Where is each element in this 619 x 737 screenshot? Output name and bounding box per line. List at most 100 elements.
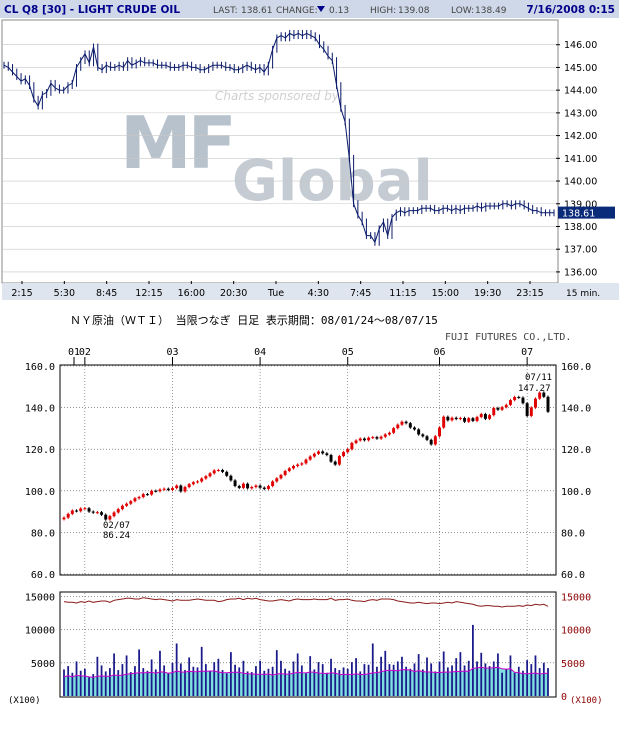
candle-body <box>500 407 504 410</box>
price-axis-right-label: 120.0 <box>561 445 591 456</box>
x-tick-label: Tue <box>267 288 284 299</box>
x-tick-label: 20:30 <box>220 288 247 299</box>
mfglobal-watermark-logo: Charts sponsored by: MF Global <box>120 89 433 214</box>
candle-body <box>504 404 508 408</box>
candle-body <box>471 418 475 421</box>
high-annotation-value: 147.27 <box>518 384 551 394</box>
candle-body <box>542 392 546 397</box>
price-axis-right-label: 80.0 <box>561 528 585 539</box>
candle-body <box>333 461 337 465</box>
candle-body <box>296 464 300 467</box>
candle-body <box>154 490 158 492</box>
candle-body <box>225 471 229 476</box>
candle-body <box>371 437 375 439</box>
candle-body <box>212 470 216 474</box>
last-label: LAST: <box>213 6 238 16</box>
candle-body <box>87 508 91 512</box>
candle-body <box>408 423 412 428</box>
candle-body <box>529 407 533 416</box>
low-value: 138.49 <box>475 6 507 16</box>
price-axis-left-label: 140.0 <box>25 404 55 415</box>
candle-body <box>95 512 99 514</box>
symbol-title: CL Q8 [30] - LIGHT CRUDE OIL <box>4 4 180 16</box>
candle-body <box>91 511 95 513</box>
candle-body <box>279 474 283 479</box>
candle-body <box>383 434 387 437</box>
candle-body <box>104 514 108 520</box>
candle-body <box>525 403 529 416</box>
x-tick-label: 23:15 <box>516 288 543 299</box>
volume-axis-right-label: 5000 <box>561 659 585 670</box>
candle-body <box>183 487 187 492</box>
candle-body <box>400 421 404 425</box>
candle-body <box>321 451 325 454</box>
candle-body <box>75 510 78 512</box>
intraday-chart-svg: CL Q8 [30] - LIGHT CRUDE OIL LAST: 138.6… <box>0 0 619 300</box>
candle-body <box>521 397 525 404</box>
candle-body <box>204 476 208 479</box>
candle-body <box>271 481 275 487</box>
candle-body <box>458 418 462 420</box>
y-tick-label: 138.00 <box>564 222 597 233</box>
candle-body <box>254 485 258 488</box>
y-tick-label: 140.00 <box>564 177 597 188</box>
candle-body <box>312 453 316 457</box>
price-axis-right-label: 160.0 <box>561 362 591 373</box>
candle-body <box>325 453 329 456</box>
price-axis-left-label: 120.0 <box>25 445 55 456</box>
volume-axis-right-label: 10000 <box>561 626 591 637</box>
candle-body <box>158 489 162 492</box>
candle-body <box>120 505 124 510</box>
candle-body <box>246 483 250 489</box>
candle-body <box>467 418 471 422</box>
y-tick-label: 144.00 <box>564 86 597 97</box>
candle-body <box>171 488 174 490</box>
daily-chart-svg: ＮＹ原油（ＷＴＩ） 当限つなぎ 日足 表示期間：08/01/24～08/07/1… <box>0 300 619 733</box>
candle-body <box>108 516 112 520</box>
price-axis-right-label: 60.0 <box>561 570 585 581</box>
candle-body <box>79 508 83 512</box>
candle-body <box>362 438 366 441</box>
candle-body <box>137 497 141 499</box>
candle-body <box>200 478 204 482</box>
candle-body <box>250 487 254 489</box>
y-tick-label: 145.00 <box>564 63 597 74</box>
bottom-chart-credit: FUJI FUTURES CO.,LTD. <box>445 332 571 343</box>
candle-body <box>116 509 120 513</box>
month-tick-label: 05 <box>342 347 354 358</box>
candle-body <box>358 438 362 441</box>
candle-body <box>488 415 492 419</box>
candle-body <box>392 428 396 433</box>
candle-body <box>125 503 129 506</box>
datetime: 7/16/2008 0:15 <box>526 4 615 16</box>
candle-body <box>337 456 341 465</box>
x-tick-label: 4:30 <box>308 288 329 299</box>
candle-body <box>496 408 500 410</box>
candle-body <box>258 485 262 488</box>
candle-body <box>308 456 312 460</box>
volume-axis-left-label: 10000 <box>25 626 55 637</box>
watermark-sponsor-text: Charts sponsored by: <box>215 89 343 103</box>
watermark-logo-global: Global <box>232 149 433 214</box>
x-tick-label: 2:15 <box>11 288 32 299</box>
price-axis-left-label: 160.0 <box>25 362 55 373</box>
high-label: HIGH: <box>370 6 396 16</box>
candle-body <box>517 396 521 398</box>
candle-body <box>133 498 137 502</box>
candle-body <box>287 468 291 472</box>
candle-body <box>262 487 266 489</box>
volume-plot-frame <box>59 591 557 698</box>
candle-body <box>150 490 154 495</box>
candle-body <box>354 440 358 443</box>
low-annotation-value: 86.24 <box>103 531 130 541</box>
month-tick-label: 01 <box>68 347 80 358</box>
month-tick-label: 07 <box>521 347 533 358</box>
candle-body <box>508 400 512 405</box>
candle-body <box>438 427 441 437</box>
volume-axis-right-label: 15000 <box>561 592 591 603</box>
low-label: LOW: <box>451 6 474 16</box>
last-price-badge-label: 138.61 <box>562 209 595 220</box>
candle-body <box>534 398 537 408</box>
y-tick-label: 139.00 <box>564 199 597 210</box>
candle-body <box>229 475 233 481</box>
